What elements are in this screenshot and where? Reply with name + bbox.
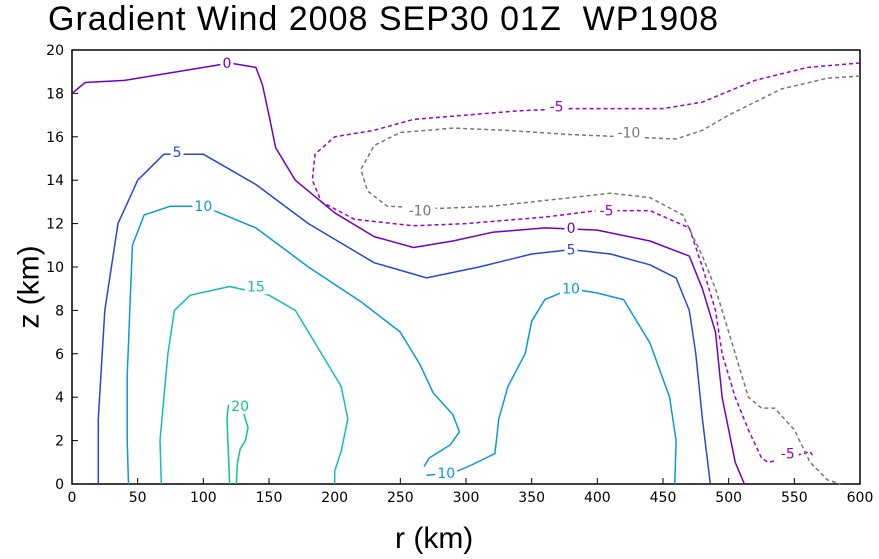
- contour-label-cm5: -5: [781, 447, 795, 463]
- x-tick-label: 450: [650, 490, 677, 506]
- contour-label-bg: [613, 124, 645, 141]
- x-tick-label: 100: [190, 490, 217, 506]
- y-tick-label: 18: [46, 86, 64, 102]
- contour-label-c10b: 10: [437, 466, 455, 482]
- contour-label-bg: [545, 98, 568, 115]
- y-tick-label: 20: [46, 43, 64, 59]
- contour-label-cm5: -5: [600, 204, 614, 220]
- x-tick-label: 0: [68, 490, 77, 506]
- contour-label-bg: [229, 397, 252, 414]
- contour-label-bg: [435, 465, 458, 482]
- contour-line-cm5: [311, 62, 861, 464]
- x-tick-label: 500: [715, 490, 742, 506]
- y-tick-label: 12: [46, 217, 64, 233]
- contour-label-c0: 0: [567, 221, 576, 237]
- x-tick-label: 250: [387, 490, 414, 506]
- chart-title: Gradient Wind 2008 SEP30 01Z WP1908: [48, 0, 720, 38]
- y-tick-label: 6: [55, 347, 64, 363]
- x-tick-label: 200: [321, 490, 348, 506]
- contour-label-c10a: 10: [194, 199, 212, 215]
- axis-ticks: 0 50 100 150 200 250 300 350 400 450 500 550 6000246…: [46, 43, 873, 506]
- x-tick-label: 350: [518, 490, 545, 506]
- contour-label-bg: [564, 241, 578, 258]
- x-tick-label: 50: [129, 490, 147, 506]
- contour-line-cm10: [360, 75, 861, 485]
- contour-label-c0: 0: [223, 56, 232, 72]
- y-tick-label: 14: [46, 173, 64, 189]
- y-tick-label: 10: [46, 260, 64, 276]
- contour-label-bg: [560, 280, 583, 297]
- contour-label-c15: 15: [247, 280, 265, 296]
- x-axis-label: r (km): [395, 522, 474, 555]
- contour-line-c15: [159, 285, 349, 485]
- y-tick-label: 0: [55, 477, 64, 493]
- x-tick-label: 150: [256, 490, 283, 506]
- contour-label-cm5: -5: [550, 99, 564, 115]
- contour-line-c10a: [126, 205, 461, 485]
- contour-label-bg: [776, 445, 799, 462]
- x-tick-label: 400: [584, 490, 611, 506]
- contour-label-bg: [170, 143, 184, 160]
- contour-line-c5: [97, 153, 712, 485]
- contour-label-c20: 20: [231, 399, 249, 415]
- contour-label-bg: [220, 55, 234, 72]
- y-tick-label: 4: [55, 390, 64, 406]
- x-tick-label: 550: [781, 490, 808, 506]
- contour-label-cm10: -10: [409, 204, 432, 220]
- contour-label-c5: 5: [567, 243, 576, 259]
- contour-label-bg: [192, 198, 215, 215]
- contour-line-c0: [71, 62, 746, 485]
- contour-label-bg: [244, 278, 267, 295]
- y-tick-label: 8: [55, 303, 64, 319]
- y-tick-label: 16: [46, 130, 64, 146]
- contour-label-bg: [404, 202, 436, 219]
- contour-label-c10b: 10: [562, 282, 580, 298]
- contour-lines: 20 15 10 10 10 5 5 0 0 -5 -5 -5 -10 -10: [71, 55, 861, 485]
- contour-label-cm10: -10: [617, 125, 640, 141]
- y-tick-label: 2: [55, 434, 64, 450]
- x-tick-label: 600: [847, 490, 874, 506]
- contour-line-c10b: [426, 287, 677, 485]
- contour-label-bg: [595, 202, 618, 219]
- contour-label-bg: [564, 219, 578, 236]
- x-tick-label: 300: [453, 490, 480, 506]
- contour-label-c5: 5: [173, 145, 182, 161]
